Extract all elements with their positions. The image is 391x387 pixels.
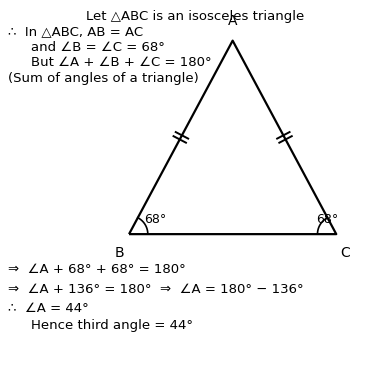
- Text: (Sum of angles of a triangle): (Sum of angles of a triangle): [8, 72, 199, 85]
- Text: ⇒  ∠A + 136° = 180°  ⇒  ∠A = 180° − 136°: ⇒ ∠A + 136° = 180° ⇒ ∠A = 180° − 136°: [8, 283, 303, 296]
- Text: B: B: [115, 246, 124, 260]
- Text: Let △ABC is an isosceles triangle: Let △ABC is an isosceles triangle: [86, 10, 305, 23]
- Text: ∴  ∠A = 44°: ∴ ∠A = 44°: [8, 302, 89, 315]
- Text: Hence third angle = 44°: Hence third angle = 44°: [31, 319, 193, 332]
- Text: ∴  In △ABC, AB = AC: ∴ In △ABC, AB = AC: [8, 25, 143, 38]
- Text: ⇒  ∠A + 68° + 68° = 180°: ⇒ ∠A + 68° + 68° = 180°: [8, 263, 186, 276]
- Text: A: A: [228, 14, 237, 28]
- Text: But ∠A + ∠B + ∠C = 180°: But ∠A + ∠B + ∠C = 180°: [31, 56, 212, 69]
- Text: and ∠B = ∠C = 68°: and ∠B = ∠C = 68°: [31, 41, 165, 54]
- Text: 68°: 68°: [316, 213, 338, 226]
- Text: 68°: 68°: [144, 213, 166, 226]
- Text: C: C: [340, 246, 350, 260]
